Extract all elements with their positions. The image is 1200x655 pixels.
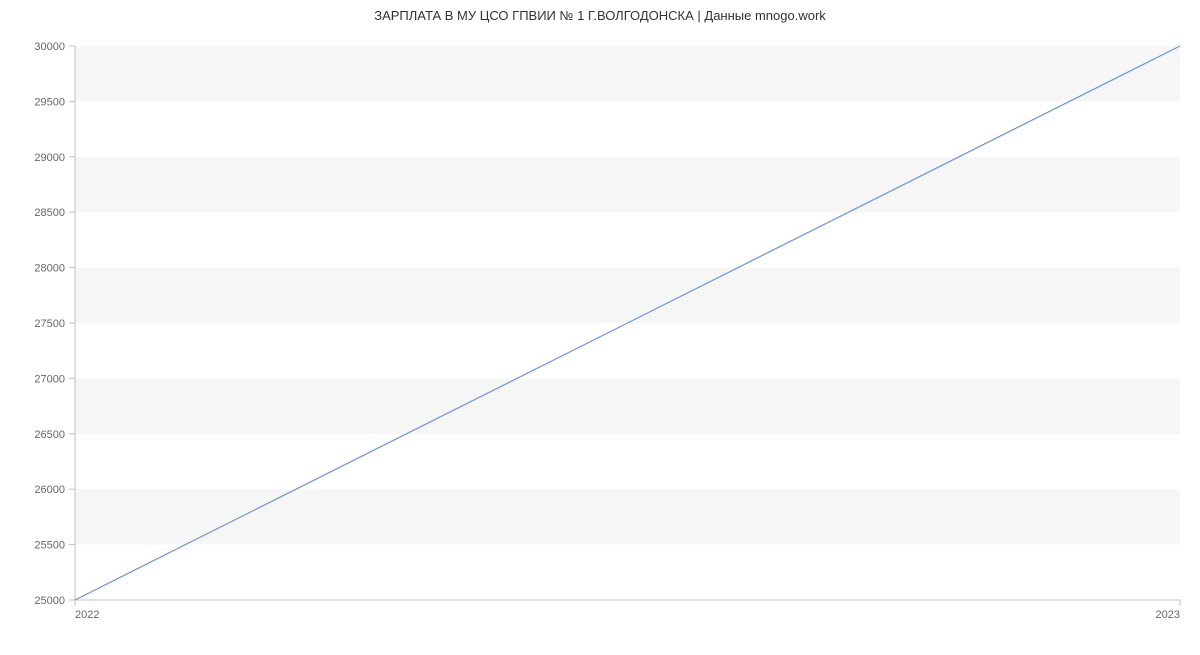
svg-text:2022: 2022 bbox=[75, 609, 99, 621]
svg-text:29500: 29500 bbox=[34, 96, 65, 108]
svg-text:25500: 25500 bbox=[34, 540, 65, 552]
svg-text:26000: 26000 bbox=[34, 484, 65, 496]
svg-text:2023: 2023 bbox=[1156, 609, 1180, 621]
svg-text:28500: 28500 bbox=[34, 207, 65, 219]
svg-text:25000: 25000 bbox=[34, 595, 65, 607]
svg-text:26500: 26500 bbox=[34, 429, 65, 441]
chart-title: ЗАРПЛАТА В МУ ЦСО ГПВИИ № 1 Г.ВОЛГОДОНСК… bbox=[0, 0, 1200, 23]
svg-text:27000: 27000 bbox=[34, 373, 65, 385]
svg-text:28000: 28000 bbox=[34, 263, 65, 275]
svg-text:29000: 29000 bbox=[34, 152, 65, 164]
chart-area: 25000 25500 26000 26500 27000 27500 28000 28500… bbox=[0, 30, 1200, 655]
svg-text:27500: 27500 bbox=[34, 318, 65, 330]
svg-text:30000: 30000 bbox=[34, 41, 65, 53]
line-chart-svg: 25000 25500 26000 26500 27000 27500 28000 28500… bbox=[0, 30, 1200, 650]
